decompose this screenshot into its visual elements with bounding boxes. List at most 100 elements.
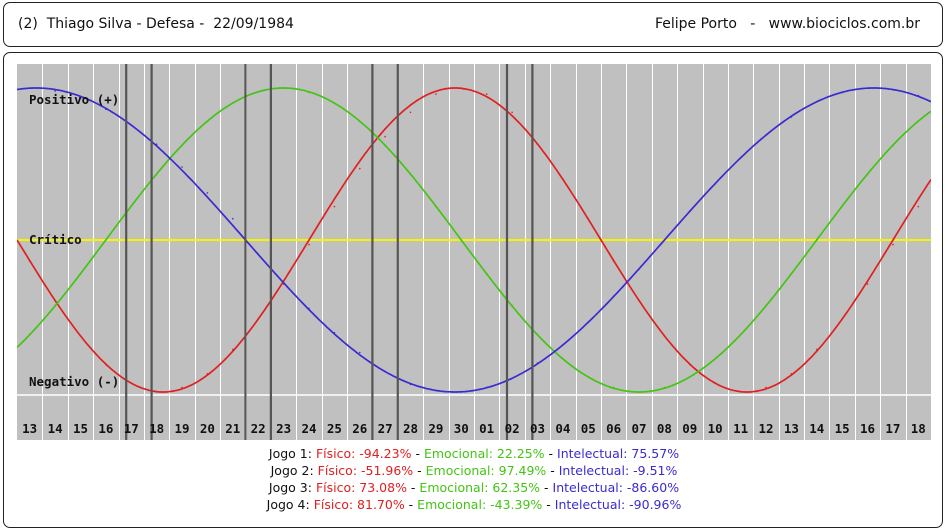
data-point-fisico — [739, 391, 742, 393]
legend-game-label: Jogo 2: — [270, 463, 318, 478]
legend-fisico-value: Físico: 81.70% — [313, 497, 405, 512]
data-point-intelectual — [359, 351, 361, 354]
legend-row-3: Jogo 3: Físico: 73.08% - Emocional: 62.3… — [0, 480, 948, 495]
data-point-emocional — [587, 376, 590, 378]
data-point-fisico — [816, 348, 818, 351]
data-point-emocional — [435, 205, 437, 208]
legend-game-label: Jogo 1: — [268, 446, 316, 461]
x-tick-label: 09 — [682, 421, 697, 436]
x-tick-label: 14 — [48, 421, 63, 436]
legend-separator: - — [413, 463, 426, 478]
data-point-emocional — [282, 87, 285, 89]
data-point-intelectual — [308, 307, 310, 310]
x-tick-label: 17 — [885, 421, 900, 436]
x-tick-label: 19 — [174, 421, 189, 436]
data-point-emocional — [485, 272, 488, 275]
data-point-emocional — [54, 304, 56, 307]
critical-label: Crítico — [29, 232, 82, 247]
data-point-fisico — [409, 111, 412, 114]
data-point-intelectual — [54, 90, 56, 92]
x-tick-label: 18 — [149, 421, 164, 436]
data-point-intelectual — [79, 97, 82, 100]
data-point-intelectual — [511, 377, 513, 380]
x-tick-label: 25 — [327, 421, 342, 436]
data-point-fisico — [384, 135, 386, 138]
data-point-intelectual — [739, 157, 742, 159]
legend-separator: - — [546, 463, 559, 478]
data-point-fisico — [28, 260, 31, 263]
data-point-intelectual — [257, 253, 259, 256]
data-point-fisico — [612, 260, 615, 263]
data-point-intelectual — [790, 116, 793, 118]
data-point-fisico — [765, 386, 767, 389]
data-point-intelectual — [892, 88, 894, 91]
legend-emocional-value: Emocional: 62.35% — [419, 480, 541, 495]
legend-fisico-value: Físico: -94.23% — [315, 446, 412, 461]
x-tick-label: 07 — [631, 421, 646, 436]
legend-row-4: Jogo 4: Físico: 81.70% - Emocional: -43.… — [0, 497, 948, 512]
data-point-intelectual — [714, 183, 716, 185]
data-point-fisico — [130, 382, 133, 385]
x-tick-label: 28 — [403, 421, 418, 436]
data-point-intelectual — [536, 362, 539, 364]
legend-separator: - — [540, 480, 553, 495]
data-point-intelectual — [130, 124, 133, 126]
data-point-emocional — [866, 173, 869, 176]
game-markers — [125, 64, 534, 440]
legend-intelectual-value: Intelectual: -90.96% — [554, 497, 682, 512]
data-point-intelectual — [282, 281, 285, 284]
data-point-intelectual — [612, 295, 615, 297]
x-axis-ticks: 13 14 15 16 17 18 19 20 21 22 23 24 25 26 27 28 29 30 01 02… — [22, 421, 926, 436]
series-line-intelectual — [17, 87, 931, 393]
site-credit: Felipe Porto - www.biociclos.com.br — [654, 16, 920, 32]
x-tick-label: 15 — [835, 421, 850, 436]
x-tick-label: 13 — [22, 421, 37, 436]
data-point-emocional — [765, 304, 767, 307]
data-point-emocional — [232, 102, 234, 104]
data-point-fisico — [587, 217, 590, 220]
positive-label: Positivo (+) — [29, 92, 119, 107]
data-point-fisico — [511, 111, 513, 114]
negative-label: Negativo (-) — [29, 374, 119, 389]
data-point-fisico — [917, 205, 920, 208]
data-point-intelectual — [105, 108, 107, 111]
x-tick-label: 06 — [606, 421, 621, 436]
x-tick-label: 23 — [276, 421, 291, 436]
x-tick-label: 21 — [225, 421, 240, 436]
legend-separator: - — [544, 446, 558, 461]
data-point-emocional — [359, 120, 361, 123]
x-tick-label: 26 — [352, 421, 367, 436]
data-point-fisico — [714, 382, 716, 384]
x-tick-label: 13 — [784, 421, 799, 436]
x-tick-label: 29 — [428, 421, 443, 436]
data-point-intelectual — [28, 87, 31, 89]
data-point-emocional — [308, 91, 310, 94]
data-point-emocional — [409, 173, 412, 176]
x-tick-label: 05 — [581, 421, 596, 436]
legend-fisico-value: Físico: -51.96% — [317, 463, 414, 478]
data-point-emocional — [638, 391, 640, 393]
x-tick-label: 01 — [479, 421, 494, 436]
data-point-intelectual — [155, 143, 158, 145]
data-point-intelectual — [917, 94, 920, 97]
data-point-fisico — [536, 143, 539, 145]
data-point-intelectual — [485, 386, 488, 389]
data-point-fisico — [866, 283, 869, 285]
data-point-emocional — [892, 145, 894, 147]
data-point-emocional — [689, 376, 691, 378]
x-tick-label: 20 — [200, 421, 215, 436]
data-point-intelectual — [206, 192, 209, 194]
series-lines — [17, 87, 931, 393]
legend-emocional-value: Emocional: -43.39% — [417, 497, 543, 512]
data-point-intelectual — [232, 217, 234, 220]
data-point-emocional — [105, 239, 107, 241]
data-point-fisico — [333, 205, 336, 208]
data-point-emocional — [333, 102, 336, 104]
legend-separator: - — [404, 497, 418, 512]
data-point-emocional — [536, 333, 539, 336]
legend-intelectual-value: Intelectual: -9.51% — [558, 463, 678, 478]
data-point-fisico — [663, 335, 666, 337]
x-tick-label: 08 — [657, 421, 672, 436]
data-point-fisico — [790, 373, 793, 375]
x-tick-label: 27 — [378, 421, 393, 436]
